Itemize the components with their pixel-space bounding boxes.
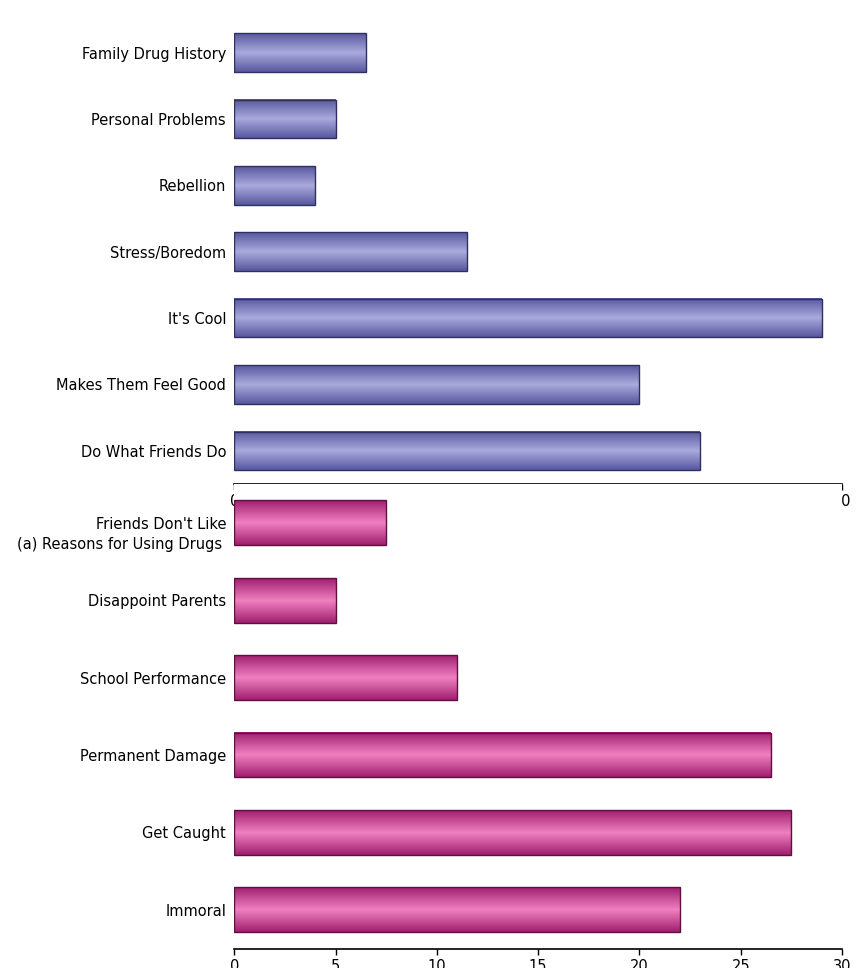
Bar [234, 578, 336, 622]
X-axis label: PERCENTAGE: PERCENTAGE [483, 518, 594, 532]
Bar [234, 810, 792, 855]
Bar [234, 365, 640, 404]
Bar [234, 888, 680, 932]
Bar [234, 733, 771, 777]
Bar [234, 166, 315, 204]
Bar [234, 299, 822, 337]
Bar [234, 432, 700, 470]
Bar [234, 655, 457, 700]
Bar [234, 500, 386, 545]
Bar [234, 232, 467, 271]
Text: (a) Reasons for Using Drugs: (a) Reasons for Using Drugs [17, 537, 222, 552]
Bar [234, 33, 366, 72]
Bar [234, 100, 336, 138]
